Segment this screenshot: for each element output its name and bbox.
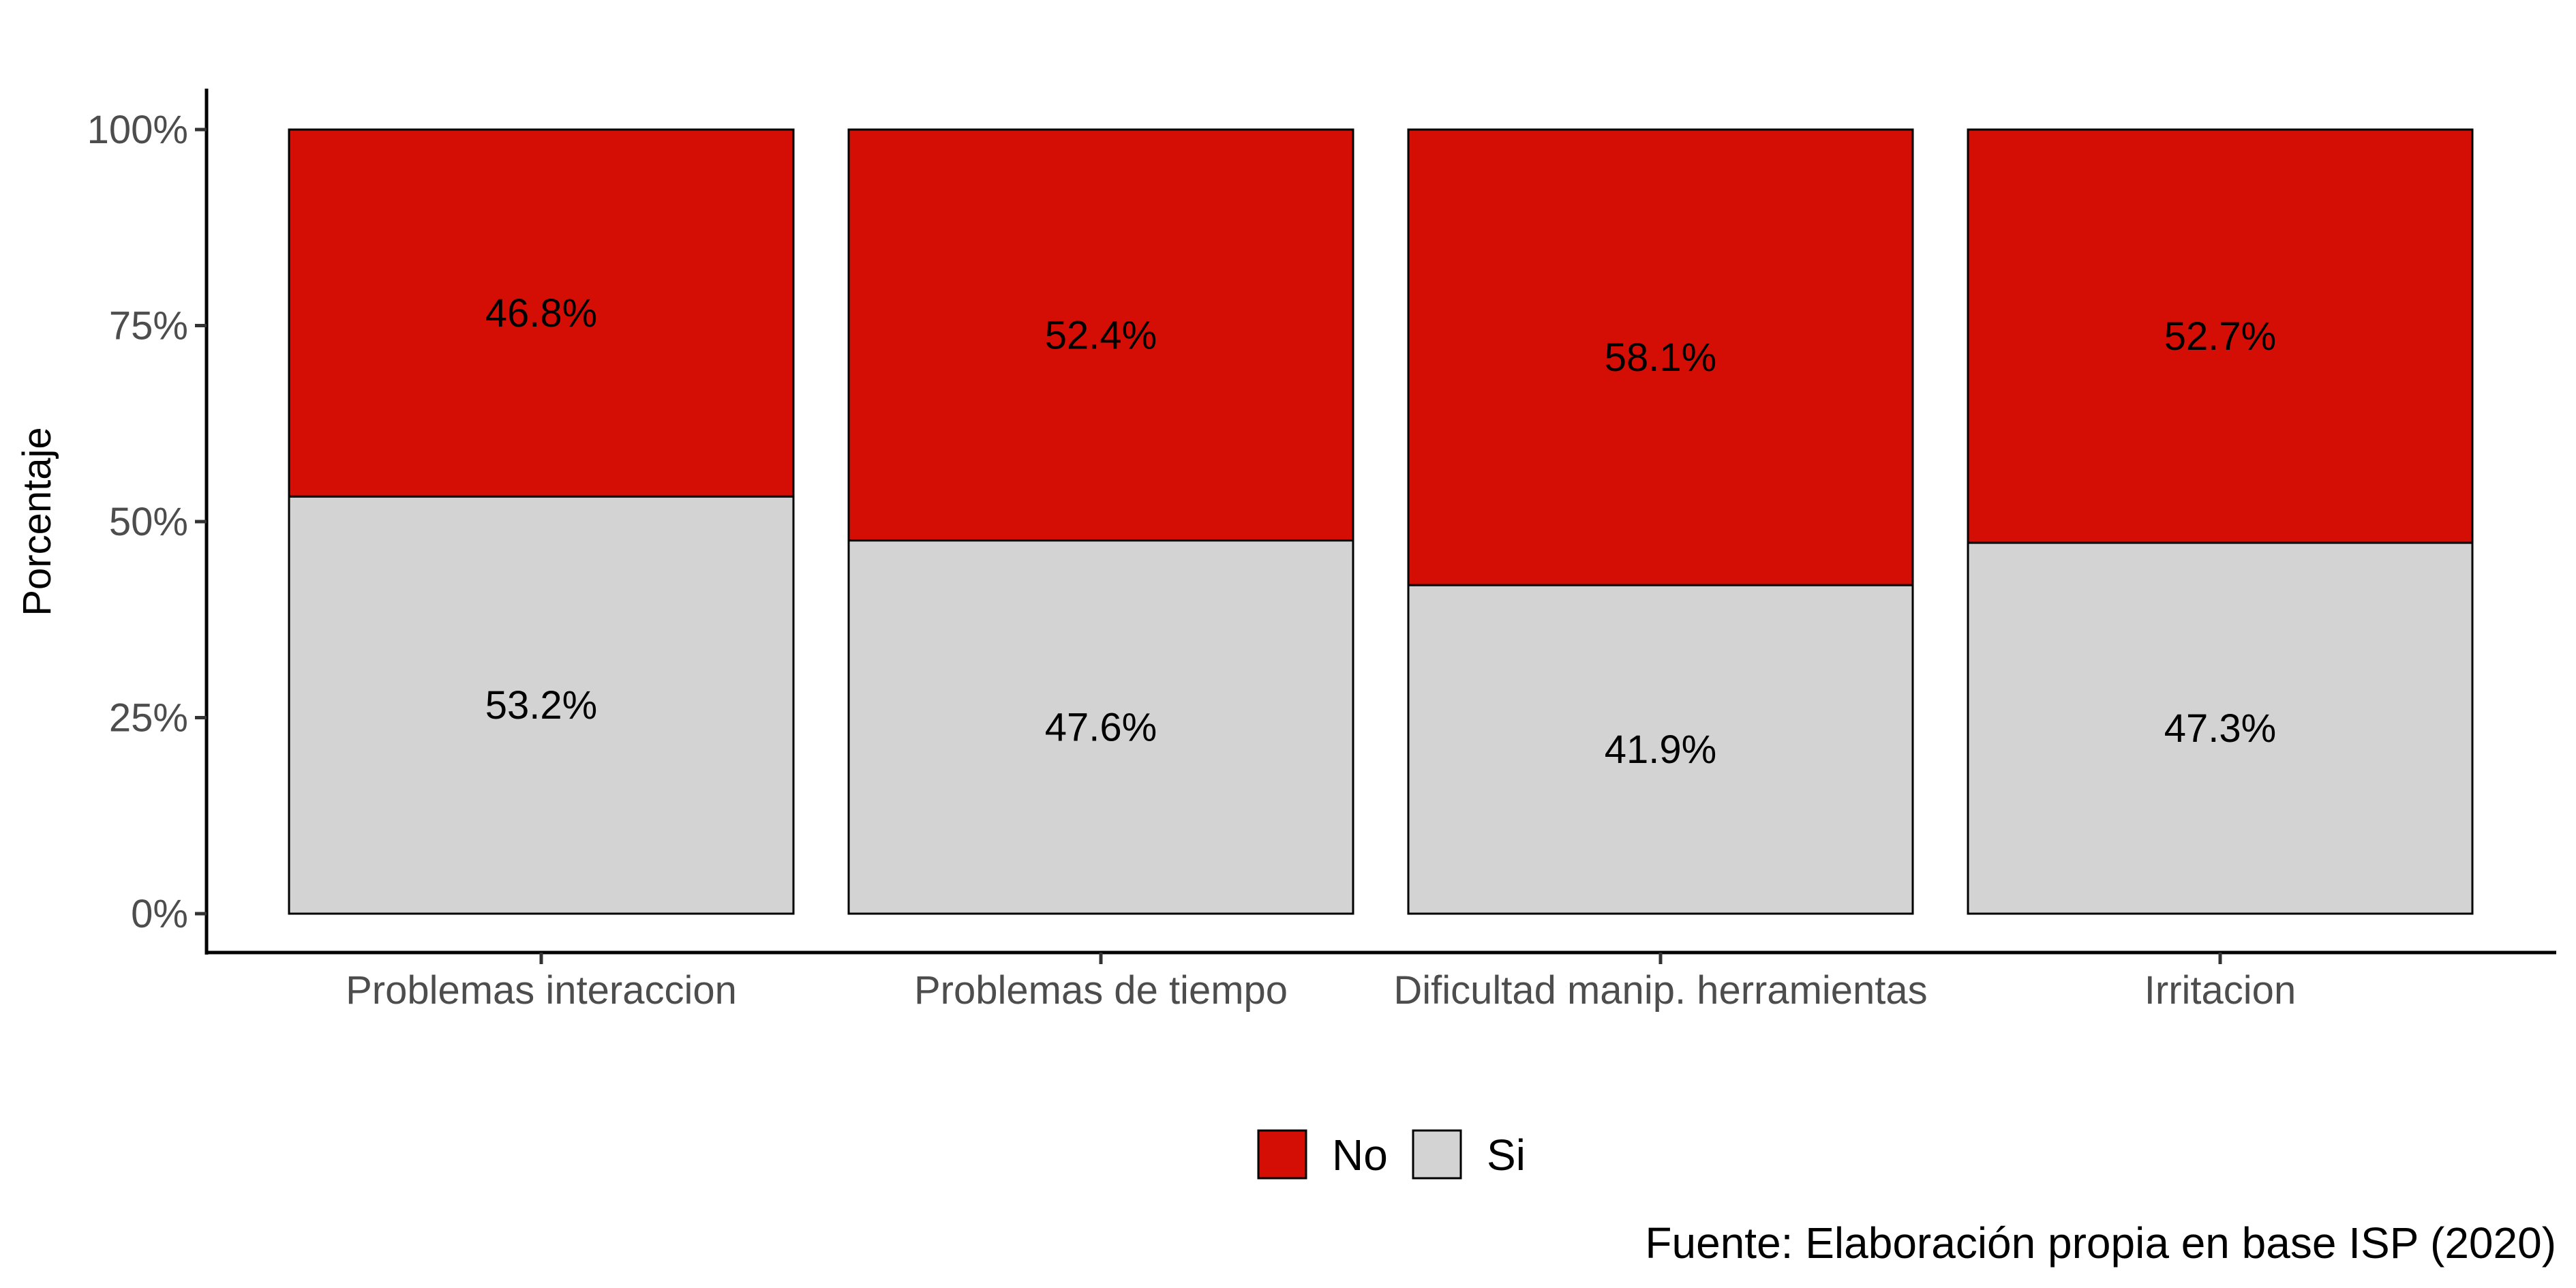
x-axis-ticks: Problemas interaccion Problemas de tiempo… <box>346 953 2296 1013</box>
y-tick-label: 100% <box>87 108 188 152</box>
bars-group <box>288 128 2474 915</box>
bar-si <box>847 539 1354 915</box>
x-tick-label: Problemas de tiempo <box>914 968 1288 1013</box>
x-tick-label: Dificultad manip. herramientas <box>1393 968 1927 1013</box>
bar-si <box>288 495 795 915</box>
legend-label-si: Si <box>1487 1130 1526 1180</box>
bar-no <box>288 128 795 498</box>
y-tick-label: 50% <box>109 500 188 544</box>
legend: No Si <box>1257 1129 1526 1180</box>
y-axis-title: Porcentaje <box>15 427 59 616</box>
y-tick-label: 0% <box>131 892 188 936</box>
data-label-no: 52.4% <box>1045 313 1157 357</box>
bar-labels-group: 53.2% 46.8% 47.6% 52.4% 41.9% 58.1% 47.3% 52.7% <box>485 291 2276 772</box>
bar-si <box>1407 584 1914 915</box>
bar-si <box>1967 541 2474 915</box>
legend-swatch-no <box>1257 1129 1307 1180</box>
y-axis-ticks: 0% 25% 50% 75% 100% <box>87 108 207 936</box>
x-tick-label: Irritacion <box>2145 968 2296 1013</box>
y-tick-label: 75% <box>109 304 188 348</box>
data-label-si: 41.9% <box>1605 728 1716 772</box>
data-label-si: 47.3% <box>2164 706 2276 751</box>
data-label-si: 47.6% <box>1045 705 1157 749</box>
source-caption: Fuente: Elaboración propia en base ISP (… <box>1645 1218 2556 1268</box>
bar-no <box>1967 128 2474 544</box>
data-label-no: 58.1% <box>1605 335 1716 380</box>
x-tick-label: Problemas interaccion <box>346 968 737 1013</box>
data-label-si: 53.2% <box>485 683 597 728</box>
legend-swatch-si <box>1412 1129 1462 1180</box>
data-label-no: 46.8% <box>485 291 597 335</box>
bar-no <box>847 128 1354 542</box>
bar-no <box>1407 128 1914 586</box>
legend-label-no: No <box>1332 1130 1388 1180</box>
y-tick-label: 25% <box>109 696 188 740</box>
data-label-no: 52.7% <box>2164 314 2276 359</box>
